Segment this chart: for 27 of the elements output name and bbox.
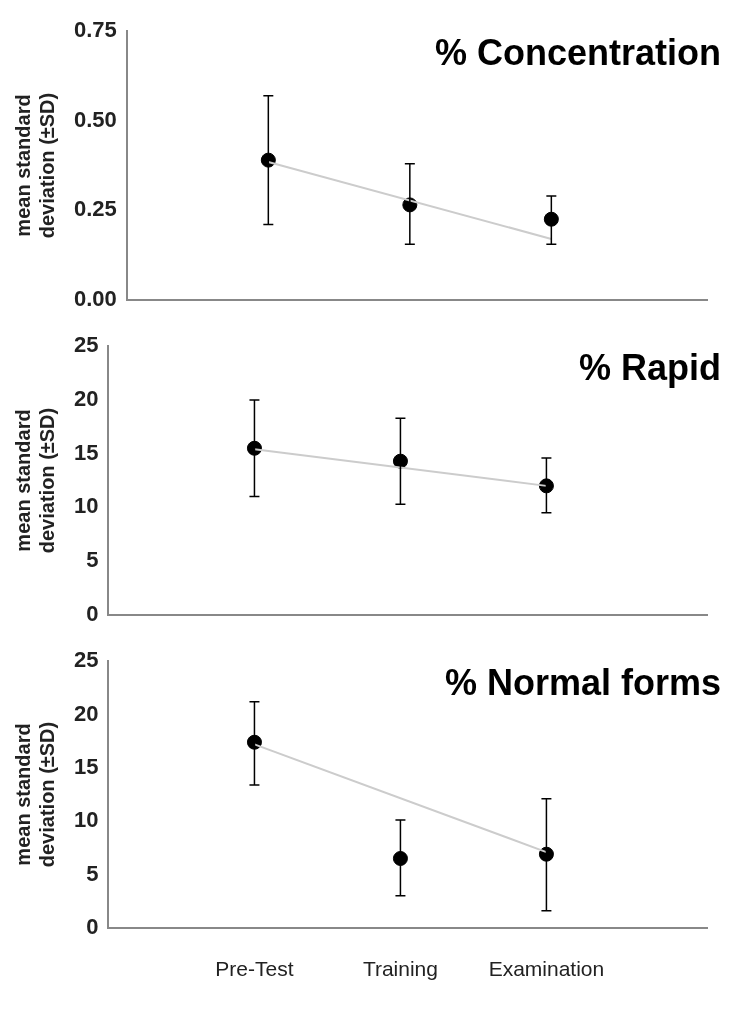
y-tick-label: 0.00 — [73, 285, 117, 311]
y-tick-label: 0.25 — [73, 196, 117, 222]
point — [543, 211, 559, 227]
y-tick-label: 20 — [73, 385, 99, 411]
x-tick-label: Examination — [488, 957, 605, 981]
chart-title: % Concentration — [434, 32, 721, 74]
y-tick-label: 0.50 — [73, 106, 117, 132]
y-axis-title: mean standard deviation (±SD) — [11, 407, 58, 554]
y-axis-title: mean standard deviation (±SD) — [11, 721, 58, 868]
y-tick-label: 10 — [73, 807, 99, 833]
chart-title: % Rapid — [578, 347, 721, 389]
y-tick-label: 15 — [73, 439, 99, 465]
y-tick-label: 0.75 — [73, 17, 117, 43]
y-tick-label: 15 — [73, 753, 99, 779]
y-tick-label: 5 — [86, 547, 99, 573]
y-tick-label: 20 — [73, 700, 99, 726]
y-axis-title: mean standard deviation (±SD) — [11, 92, 58, 239]
point — [392, 850, 408, 866]
y-tick-label: 0 — [86, 913, 99, 939]
x-tick-label: Training — [362, 957, 438, 981]
y-tick-label: 25 — [73, 332, 99, 358]
chart-title: % Normal forms — [444, 662, 721, 704]
y-tick-label: 0 — [86, 600, 99, 626]
y-tick-label: 10 — [73, 493, 99, 519]
y-tick-label: 5 — [86, 860, 99, 886]
y-tick-label: 25 — [73, 647, 99, 673]
x-tick-label: Pre-Test — [215, 957, 294, 981]
